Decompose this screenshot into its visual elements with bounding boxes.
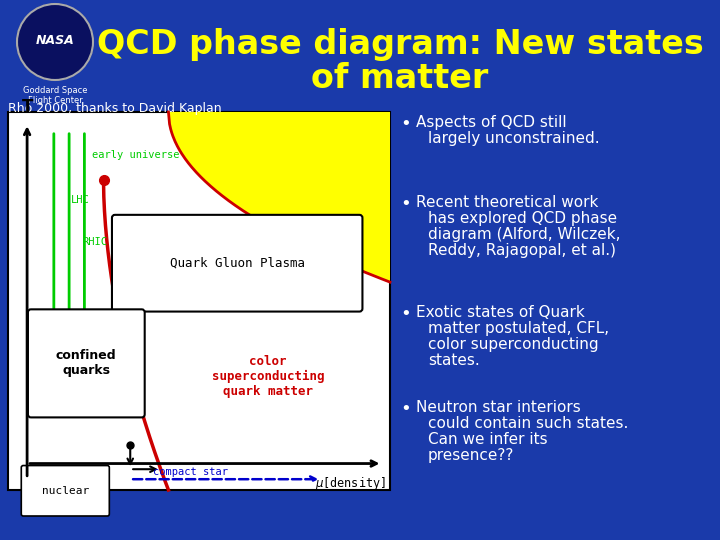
FancyBboxPatch shape <box>112 215 362 312</box>
Circle shape <box>17 4 93 80</box>
Text: nuclear: nuclear <box>42 486 89 496</box>
Text: Reddy, Rajagopal, et al.): Reddy, Rajagopal, et al.) <box>428 243 616 258</box>
Text: QCD phase diagram: New states: QCD phase diagram: New states <box>96 28 703 61</box>
Text: •: • <box>400 115 410 133</box>
Text: NASA: NASA <box>35 33 74 46</box>
Text: Recent theoretical work: Recent theoretical work <box>416 195 598 210</box>
Text: early universe: early universe <box>92 150 179 160</box>
Text: Quark Gluon Plasma: Quark Gluon Plasma <box>170 256 305 269</box>
Text: confined
quarks: confined quarks <box>56 349 117 377</box>
Text: Goddard Space
Flight Center: Goddard Space Flight Center <box>23 86 87 105</box>
Text: states.: states. <box>428 353 480 368</box>
Text: diagram (Alford, Wilczek,: diagram (Alford, Wilczek, <box>428 227 621 242</box>
Bar <box>8 112 390 490</box>
Text: presence??: presence?? <box>428 448 514 463</box>
FancyBboxPatch shape <box>22 465 109 516</box>
FancyBboxPatch shape <box>28 309 145 417</box>
Text: color
superconducting
quark matter: color superconducting quark matter <box>212 355 324 398</box>
Text: $\mu$[density]: $\mu$[density] <box>315 475 386 492</box>
Text: of matter: of matter <box>311 62 489 95</box>
Text: RHIC: RHIC <box>83 237 107 247</box>
Text: Can we infer its: Can we infer its <box>428 432 548 447</box>
Text: LHC: LHC <box>71 195 90 205</box>
Text: color superconducting: color superconducting <box>428 337 598 352</box>
Polygon shape <box>168 112 390 282</box>
Text: matter postulated, CFL,: matter postulated, CFL, <box>428 321 609 336</box>
Text: •: • <box>400 400 410 418</box>
Text: largely unconstrained.: largely unconstrained. <box>428 131 600 146</box>
Text: compact star: compact star <box>153 467 228 477</box>
Text: could contain such states.: could contain such states. <box>428 416 629 431</box>
Text: Aspects of QCD still: Aspects of QCD still <box>416 115 567 130</box>
Text: Exotic states of Quark: Exotic states of Quark <box>416 305 585 320</box>
Text: •: • <box>400 305 410 323</box>
Text: T: T <box>22 98 33 116</box>
Text: •: • <box>400 195 410 213</box>
Text: has explored QCD phase: has explored QCD phase <box>428 211 617 226</box>
Text: Rho 2000, thanks to David Kaplan: Rho 2000, thanks to David Kaplan <box>8 102 222 115</box>
Text: Neutron star interiors: Neutron star interiors <box>416 400 581 415</box>
